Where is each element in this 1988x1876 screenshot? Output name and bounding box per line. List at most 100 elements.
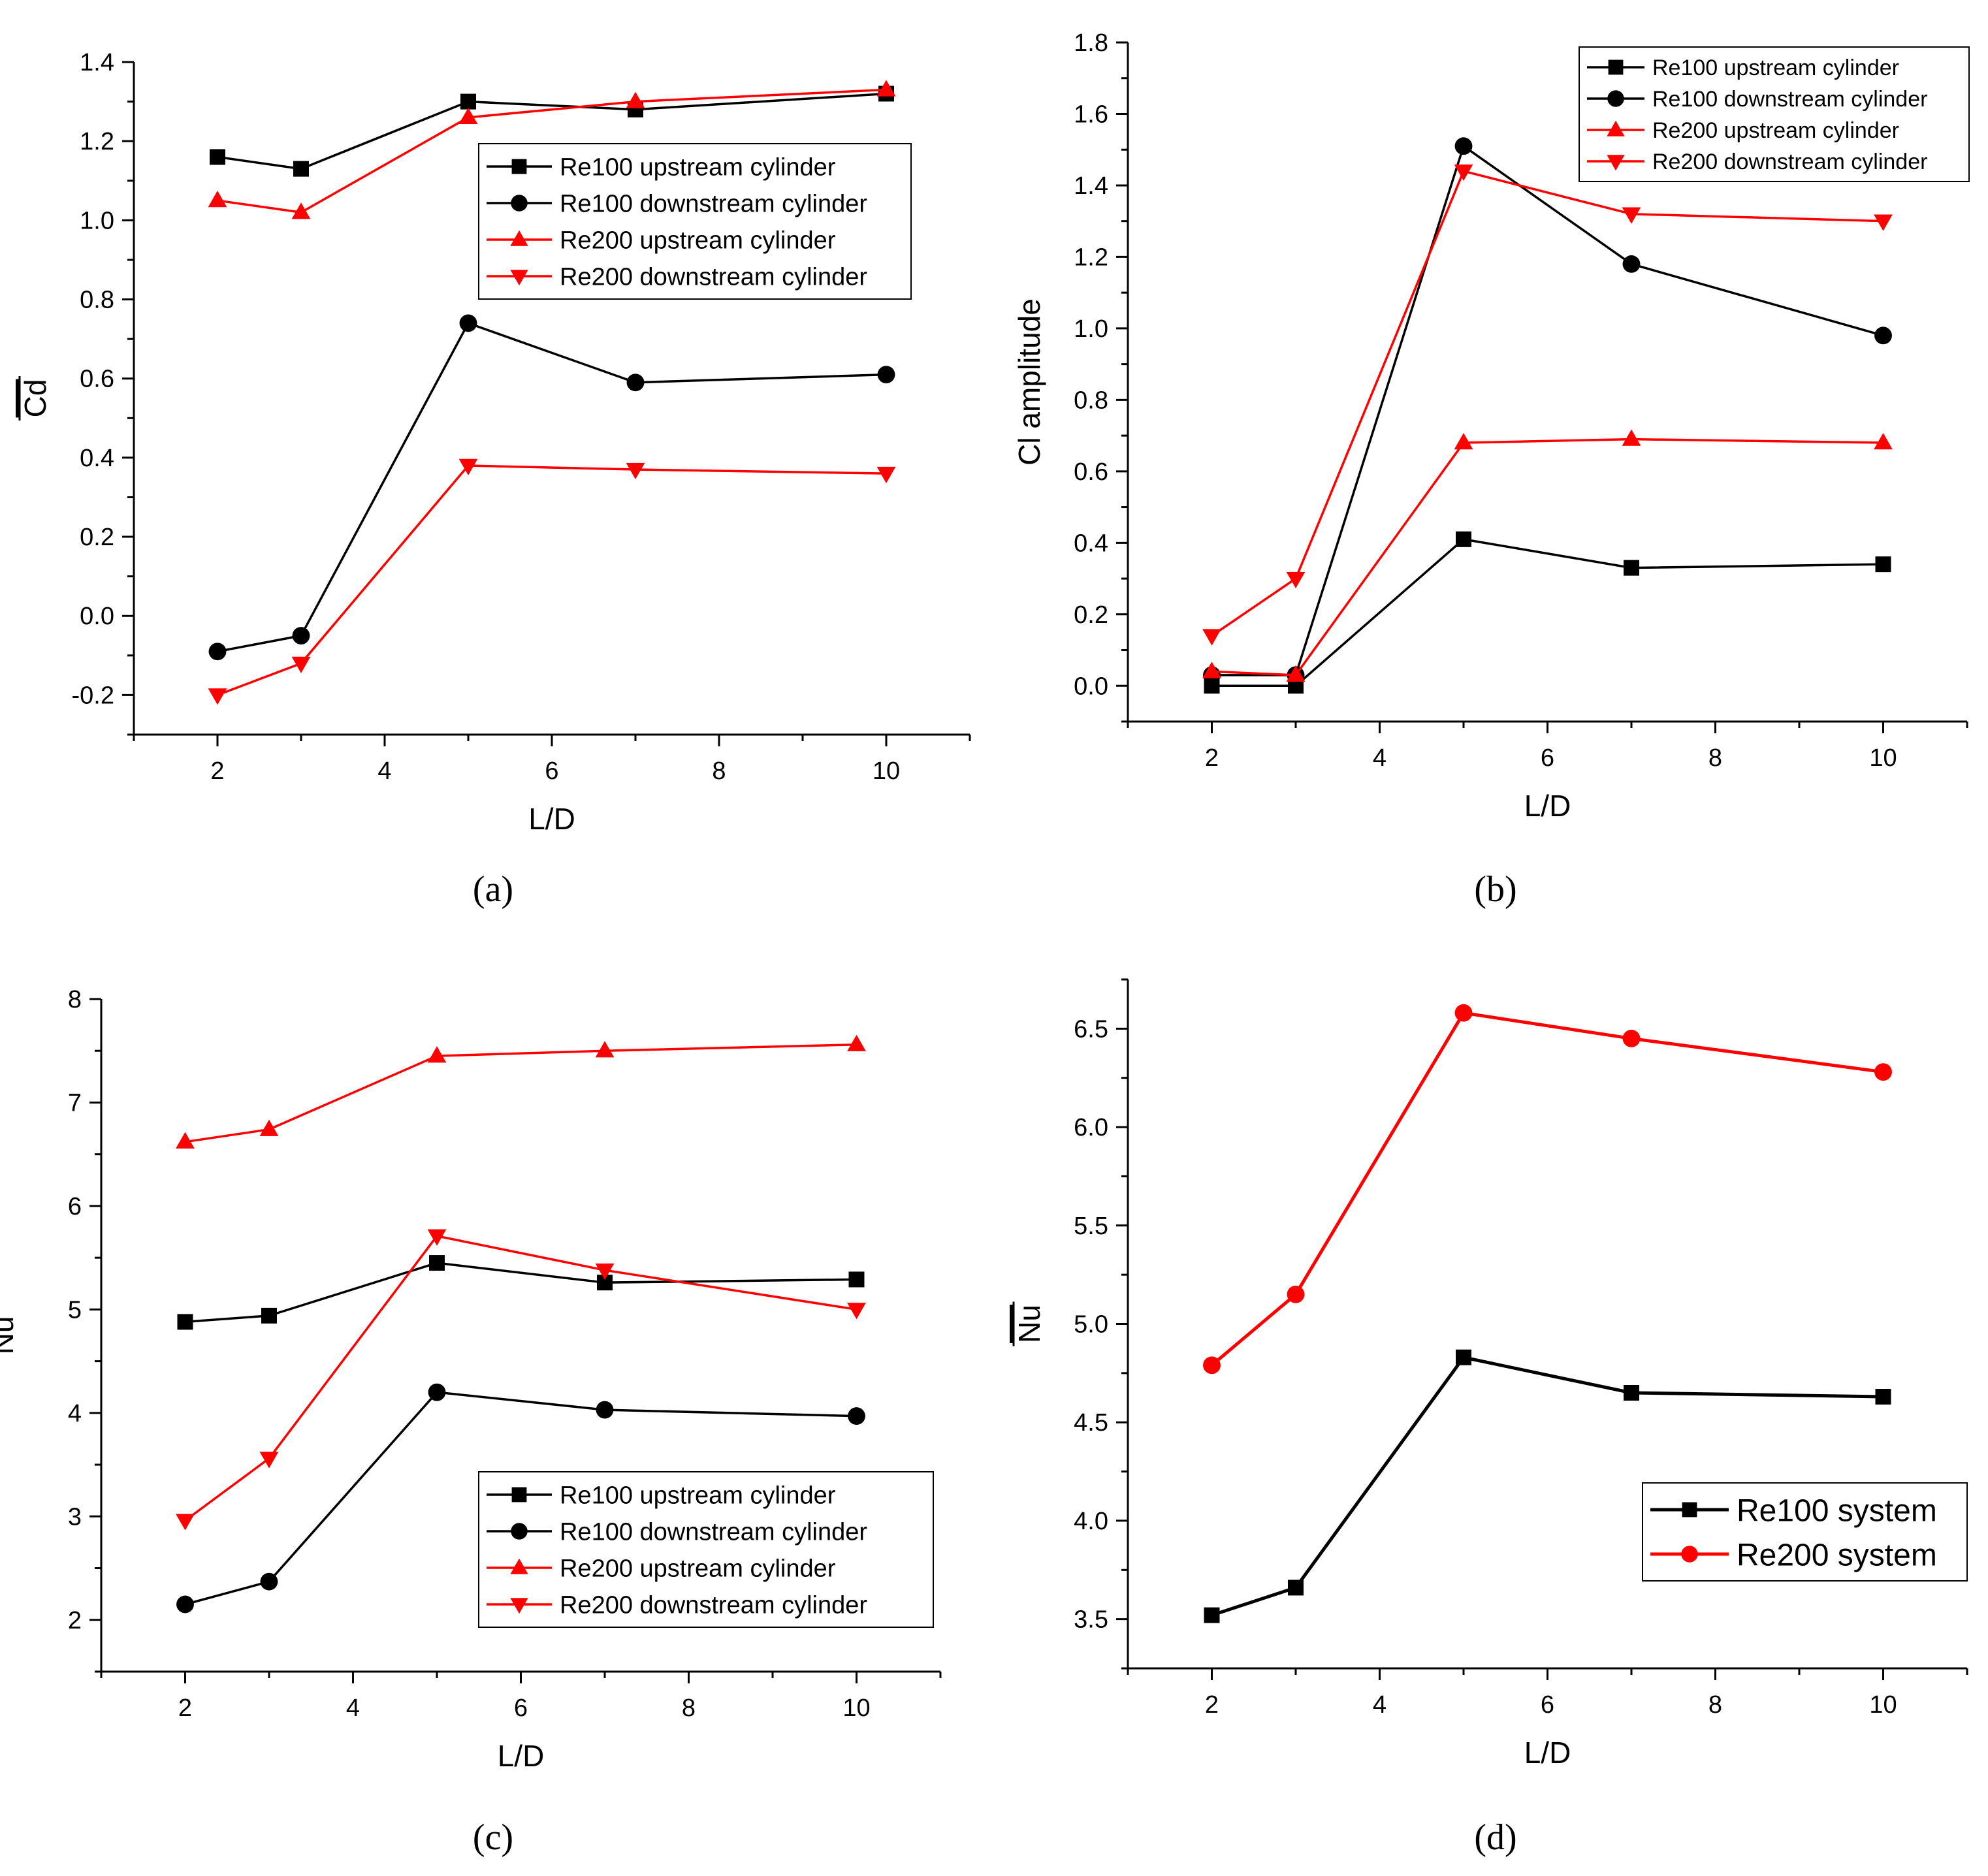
legend-marker [510, 1558, 528, 1574]
y-tick-label: 4.5 [1074, 1409, 1108, 1437]
y-axis-label: Cd [18, 379, 52, 418]
y-tick-label: -0.2 [72, 682, 114, 709]
data-point [176, 1595, 194, 1614]
y-tick-label: 4.0 [1074, 1508, 1108, 1535]
legend-label: Re100 downstream cylinder [1652, 87, 1927, 112]
chart-panel-c: 2 4 6 8 10 2 3 4 5 6 7 8 L/D Nu Re100 upstream cylinde… [0, 986, 942, 1858]
data-point [1202, 661, 1221, 678]
data-point [458, 107, 478, 125]
data-point [1622, 1029, 1641, 1047]
series-1 [176, 1383, 865, 1614]
y-tick-label: 1.2 [1074, 244, 1108, 271]
legend-marker [1682, 1502, 1697, 1518]
y-tick-label: 1.6 [1074, 101, 1108, 128]
data-point [292, 627, 310, 644]
legend-box [478, 1471, 934, 1628]
x-tick-label: 6 [1541, 744, 1554, 772]
data-point [1203, 1356, 1221, 1375]
data-point [259, 1452, 279, 1469]
legend-marker [1607, 90, 1624, 107]
data-point [1874, 326, 1892, 345]
data-point [291, 656, 311, 673]
y-tick-label: 1.2 [80, 128, 114, 155]
series-1 [1203, 1004, 1892, 1375]
data-point [208, 191, 227, 208]
data-point [595, 1263, 615, 1280]
series-0 [177, 1255, 865, 1330]
x-tick-label: 6 [545, 757, 558, 785]
data-point [1622, 207, 1641, 224]
data-point [626, 91, 645, 108]
data-point [1454, 137, 1473, 155]
data-point [876, 466, 896, 484]
legend-label: Re200 upstream cylinder [1652, 118, 1899, 143]
data-point [1874, 1063, 1892, 1081]
data-point [208, 643, 227, 661]
x-tick-label: 4 [1373, 1691, 1387, 1719]
series-1 [208, 314, 895, 661]
data-point [1287, 1285, 1305, 1303]
y-tick-label: 2 [68, 1607, 82, 1634]
y-tick-label: 0.4 [80, 445, 114, 472]
series-2 [176, 1034, 866, 1149]
data-point [1874, 214, 1893, 231]
data-point [261, 1307, 277, 1324]
y-tick-label: 6.5 [1074, 1015, 1108, 1043]
legend-marker [510, 1598, 528, 1614]
data-point [1456, 531, 1471, 547]
legend-label: Re100 upstream cylinder [560, 154, 836, 182]
legend-marker [511, 159, 527, 174]
panel-caption: (a) [473, 869, 513, 910]
data-point [847, 1303, 866, 1320]
panel-caption: (d) [1474, 1817, 1516, 1858]
y-tick-label: 5.0 [1074, 1311, 1108, 1339]
data-point [596, 1401, 614, 1419]
data-point [1875, 1389, 1891, 1405]
legend: Re100 system Re200 system [1642, 1482, 1968, 1582]
series-0 [1204, 1349, 1891, 1623]
legend-label: Re200 system [1737, 1538, 1937, 1572]
data-point [459, 314, 477, 332]
legend-box [1642, 1482, 1968, 1582]
y-tick-label: 0.0 [1074, 673, 1108, 700]
x-axis-label: L/D [528, 802, 575, 836]
data-point [177, 1314, 193, 1330]
y-tick-label: 3.5 [1074, 1606, 1108, 1634]
series-3 [208, 458, 896, 705]
chart-panel-b: 2 4 6 8 10 0.0 0.2 0.4 0.6 0.8 1.0 1.2 1.4 1.6 1.8 L/D C… [1012, 29, 1970, 910]
y-tick-label: 1.4 [1074, 172, 1108, 200]
y-axis-label: Nu [1012, 1305, 1046, 1343]
legend-marker [511, 1487, 527, 1502]
legend-label: Re200 downstream cylinder [560, 264, 867, 291]
data-point [1286, 665, 1306, 682]
panel-caption: (b) [1474, 869, 1516, 910]
legend-label: Re100 upstream cylinder [1652, 56, 1899, 80]
data-point [595, 1041, 615, 1058]
y-tick-label: 8 [68, 986, 82, 1013]
x-tick-label: 6 [1541, 1691, 1554, 1719]
x-tick-label: 10 [842, 1694, 870, 1722]
data-point [428, 1383, 446, 1401]
legend-marker [1607, 155, 1625, 171]
y-tick-label: 0.4 [1074, 530, 1108, 557]
legend-label: Re200 downstream cylinder [1652, 150, 1927, 174]
x-tick-label: 8 [1708, 1691, 1722, 1719]
data-point [1286, 571, 1306, 589]
data-point [626, 462, 645, 480]
legend-marker [511, 1523, 528, 1540]
y-tick-label: 0.6 [80, 366, 114, 393]
y-tick-label: 0.6 [1074, 458, 1108, 486]
legend-label: Re200 upstream cylinder [560, 1555, 836, 1583]
legend-label: Re100 downstream cylinder [560, 1519, 867, 1546]
legend-label: Re100 downstream cylinder [560, 191, 867, 218]
panel-caption: (c) [473, 1817, 513, 1858]
x-tick-label: 2 [1205, 744, 1219, 772]
data-point [876, 80, 896, 97]
y-tick-label: 1.8 [1074, 29, 1108, 57]
x-tick-label: 10 [1869, 1691, 1897, 1719]
x-tick-label: 8 [682, 1694, 696, 1722]
legend-box [478, 143, 912, 300]
y-axis-label: Cl amplitude [1012, 298, 1046, 466]
data-point [1622, 429, 1641, 446]
y-tick-label: 0.2 [80, 524, 114, 551]
